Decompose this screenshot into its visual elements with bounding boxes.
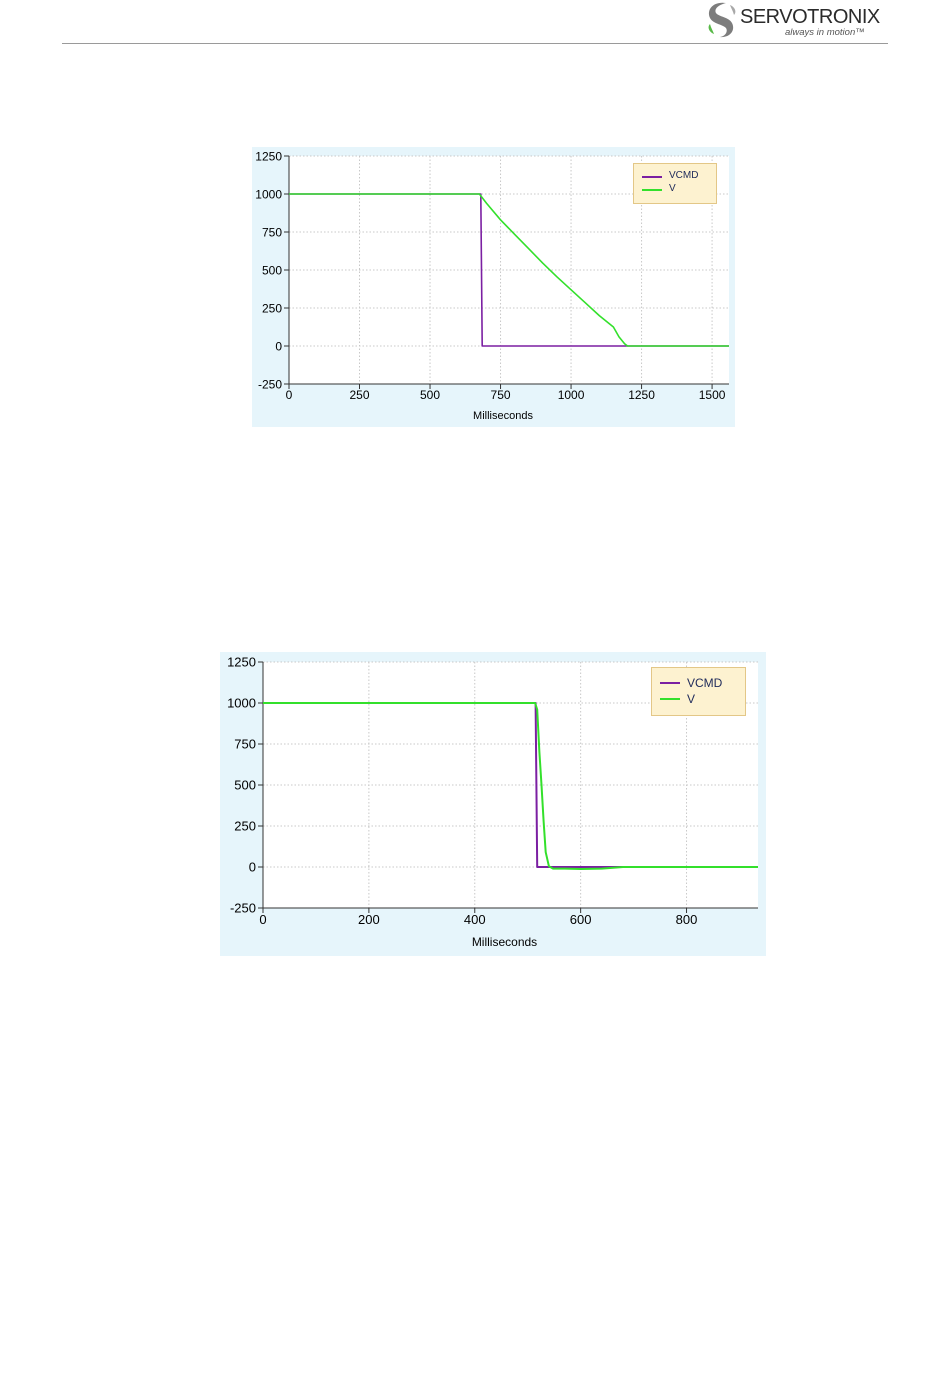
legend-swatch-vcmd [660,682,680,684]
y-tick-label: 250 [234,819,256,834]
legend-swatch-v [642,189,662,191]
series-line-v [263,702,758,870]
legend-swatch-v [660,698,680,700]
legend-label-v: V [669,183,676,194]
y-tick-label: 1250 [227,655,256,670]
velocity-chart-2: 1250 1000 750 500 250 0 -250 0 200 400 600 800 Milli… [220,652,766,956]
x-tick-label: 400 [464,912,486,927]
y-tick-label: 1000 [255,187,282,201]
x-tick-label: 0 [259,912,266,927]
y-tick-label: -250 [230,901,256,916]
chart-1-legend: VCMD V [633,163,717,204]
y-tick-label: 0 [275,339,282,353]
x-axis-label: Milliseconds [473,410,533,422]
x-tick-label: 600 [570,912,592,927]
x-tick-label: 500 [420,388,440,402]
y-tick-label: 250 [262,301,282,315]
x-tick-label: 1000 [558,388,585,402]
header-logo: SERVOTRONIX always in motion™ [704,0,894,42]
x-tick-label: 250 [349,388,369,402]
y-tick-label: 1000 [227,696,256,711]
y-tick-label: -250 [258,377,282,391]
y-tick-label: 750 [234,737,256,752]
x-tick-label: 1250 [628,388,655,402]
y-tick-label: 500 [262,263,282,277]
x-axis-label: Milliseconds [472,935,537,949]
header-divider [62,43,888,44]
servotronix-logo-icon [708,2,736,38]
logo-tagline: always in motion™ [785,27,865,38]
x-tick-label: 750 [491,388,511,402]
y-tick-label: 1250 [255,149,282,163]
x-tick-label: 0 [286,388,293,402]
legend-label-v: V [687,692,696,706]
legend-swatch-vcmd [642,176,662,178]
logo-wordmark: SERVOTRONIX [740,6,880,28]
chart-2-legend: VCMD V [651,667,746,716]
legend-label-vcmd: VCMD [669,170,699,181]
y-tick-label: 0 [249,860,256,875]
x-tick-label: 1500 [699,388,726,402]
series-line-v [289,193,729,347]
x-tick-label: 800 [676,912,698,927]
x-tick-label: 200 [358,912,380,927]
y-tick-label: 500 [234,778,256,793]
legend-label-vcmd: VCMD [687,676,723,690]
velocity-chart-1: 1250 1000 750 500 250 0 -250 0 250 500 750 1000 1250… [252,147,735,427]
y-tick-label: 750 [262,225,282,239]
